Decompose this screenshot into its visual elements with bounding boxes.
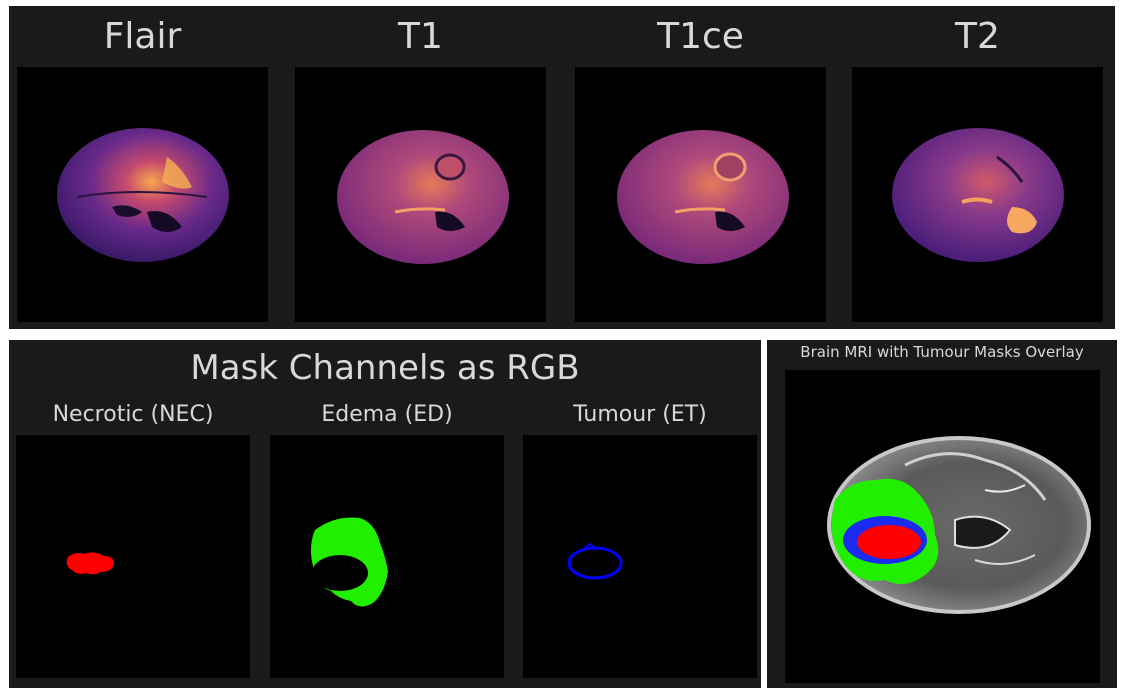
modality-title-t1ce: T1ce — [575, 16, 826, 57]
mask-title-edema: Edema (ED) — [270, 402, 504, 427]
modality-title-flair: Flair — [17, 16, 268, 57]
t1ce-image — [575, 67, 826, 322]
t1-image — [295, 67, 546, 322]
mask-title-necrotic: Necrotic (NEC) — [16, 402, 250, 427]
modalities-panel: Flair T1 T1ce T2 — [9, 6, 1115, 329]
overlay-image — [785, 370, 1100, 683]
mask-title-tumour: Tumour (ET) — [523, 402, 757, 427]
overlay-title: Brain MRI with Tumour Masks Overlay — [767, 343, 1117, 361]
modality-title-t2: T2 — [852, 16, 1103, 57]
edema-mask-image — [270, 435, 504, 678]
necrotic-mask-image — [16, 435, 250, 678]
mask-panel-title: Mask Channels as RGB — [9, 348, 761, 388]
modality-title-t1: T1 — [295, 16, 546, 57]
tumour-mask-image — [523, 435, 757, 678]
overlay-panel: Brain MRI with Tumour Masks Overlay — [767, 340, 1117, 688]
mask-channels-panel: Mask Channels as RGB Necrotic (NEC) Edem… — [9, 340, 761, 688]
t2-image — [852, 67, 1103, 322]
flair-image — [17, 67, 268, 322]
